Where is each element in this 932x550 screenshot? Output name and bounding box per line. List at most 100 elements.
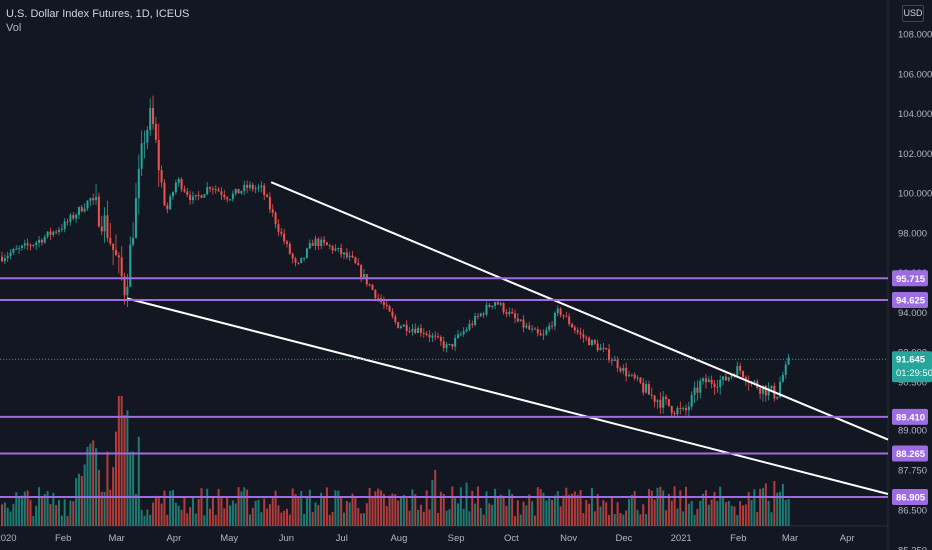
candle xyxy=(622,367,625,372)
candle xyxy=(206,187,209,195)
candle xyxy=(83,208,86,212)
candle xyxy=(605,348,608,350)
volume-bar xyxy=(679,490,682,526)
volume-bar xyxy=(365,503,368,526)
candle xyxy=(334,248,337,251)
candle xyxy=(286,241,288,244)
volume-bar xyxy=(200,488,203,526)
volume-bar xyxy=(134,493,137,526)
candle xyxy=(58,229,60,232)
candle xyxy=(154,123,157,140)
volume-bar xyxy=(716,501,719,526)
candle xyxy=(650,394,653,396)
candle xyxy=(739,365,742,372)
volume-bar xyxy=(656,487,659,526)
candle xyxy=(300,257,303,263)
volume-bar xyxy=(419,504,422,526)
price-axis-label: 86.500 xyxy=(898,506,927,517)
level-price-tag xyxy=(892,270,928,287)
volume-bar xyxy=(271,497,274,526)
volume-bar xyxy=(536,487,539,526)
candle xyxy=(784,364,787,375)
candle xyxy=(608,349,611,361)
candle xyxy=(385,305,388,307)
volume-bar xyxy=(710,499,713,526)
candle xyxy=(528,325,531,330)
volume-bar xyxy=(115,431,117,526)
price-axis-label: 106.000 xyxy=(898,69,932,80)
currency-button[interactable]: USD xyxy=(902,5,924,22)
volume-bar xyxy=(354,496,357,526)
volume-bar xyxy=(300,490,303,526)
volume-bar xyxy=(505,505,508,526)
candle xyxy=(776,396,779,399)
volume-bar xyxy=(431,480,434,526)
volume-bar xyxy=(565,487,568,526)
volume-bar xyxy=(593,511,596,526)
candle xyxy=(439,336,442,342)
candle xyxy=(6,255,9,259)
volume-bar xyxy=(394,494,397,526)
candle xyxy=(602,347,605,349)
volume-bar xyxy=(545,500,548,526)
candle xyxy=(280,231,283,234)
candle xyxy=(559,308,562,316)
candle xyxy=(137,168,140,199)
volume-bar xyxy=(206,488,209,526)
candle xyxy=(437,336,440,338)
volume-bar xyxy=(3,502,6,526)
volume-bar xyxy=(422,511,425,526)
candle xyxy=(72,215,75,219)
volume-bar xyxy=(707,504,710,526)
volume-bar xyxy=(622,514,625,526)
time-axis-label: 2021 xyxy=(671,533,692,544)
volume-bar xyxy=(442,494,445,526)
volume-bar xyxy=(345,500,348,526)
countdown-label: 01:29:50 xyxy=(896,368,932,379)
candle xyxy=(191,196,194,201)
candle xyxy=(485,305,488,315)
candle xyxy=(693,387,696,395)
candle xyxy=(368,284,371,286)
candle xyxy=(229,199,231,201)
time-axis-label: Apr xyxy=(840,533,855,544)
candle xyxy=(86,200,89,209)
time-axis-label: May xyxy=(220,533,238,544)
volume-bar xyxy=(733,506,736,526)
candle xyxy=(519,319,522,322)
symbol-title[interactable]: U.S. Dollar Index Futures, 1D, ICEUS xyxy=(6,8,190,20)
candle xyxy=(724,376,727,381)
volume-bar xyxy=(29,499,32,526)
candle xyxy=(593,340,596,344)
volume-bar xyxy=(348,502,351,526)
candle xyxy=(476,315,479,317)
time-axis-label: Feb xyxy=(730,533,746,544)
volume-bar xyxy=(693,514,696,526)
volume-bar xyxy=(1,504,3,526)
volume-label[interactable]: Vol xyxy=(6,22,22,34)
volume-bar xyxy=(548,498,551,526)
candle xyxy=(428,334,431,338)
candle xyxy=(405,324,408,332)
time-axis-label: Oct xyxy=(504,533,519,544)
volume-bar xyxy=(12,503,15,526)
volume-bar xyxy=(194,513,197,526)
candle xyxy=(75,214,78,219)
volume-bar xyxy=(645,514,648,526)
volume-bar xyxy=(528,494,531,526)
candle xyxy=(744,376,747,381)
candle xyxy=(625,367,628,377)
candle xyxy=(496,302,499,305)
volume-bar xyxy=(676,508,679,526)
candle xyxy=(100,226,103,232)
volume-bar xyxy=(49,503,52,526)
volume-bar xyxy=(374,491,377,526)
candle xyxy=(508,311,511,315)
candle xyxy=(328,245,331,247)
candle xyxy=(565,316,568,318)
volume-bars xyxy=(1,396,790,526)
time-axis-label: Aug xyxy=(390,533,407,544)
candle xyxy=(271,209,274,213)
candle xyxy=(194,194,197,197)
